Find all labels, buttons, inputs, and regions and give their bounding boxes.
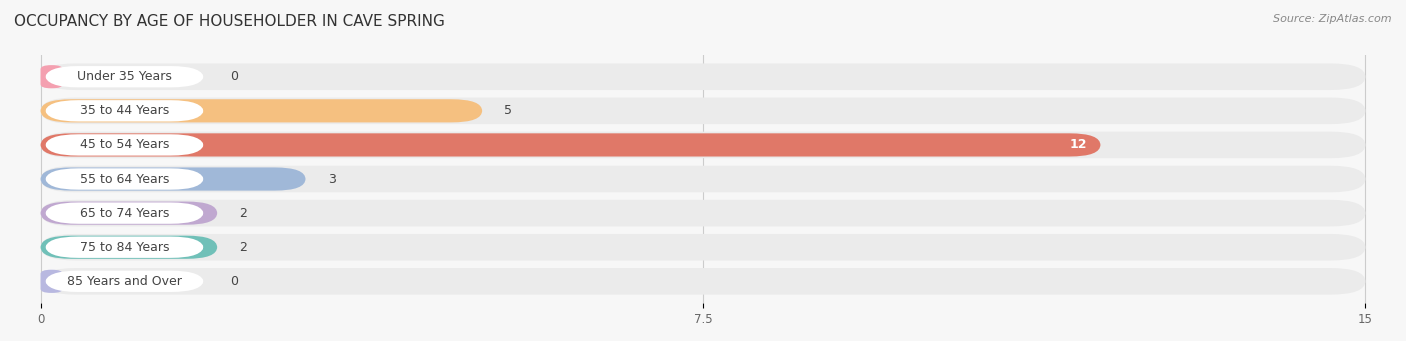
FancyBboxPatch shape — [41, 167, 305, 191]
FancyBboxPatch shape — [45, 66, 204, 87]
FancyBboxPatch shape — [41, 132, 1365, 158]
Text: Source: ZipAtlas.com: Source: ZipAtlas.com — [1274, 14, 1392, 24]
Text: OCCUPANCY BY AGE OF HOUSEHOLDER IN CAVE SPRING: OCCUPANCY BY AGE OF HOUSEHOLDER IN CAVE … — [14, 14, 444, 29]
Text: 45 to 54 Years: 45 to 54 Years — [80, 138, 169, 151]
FancyBboxPatch shape — [41, 63, 1365, 90]
Text: 0: 0 — [231, 70, 239, 83]
FancyBboxPatch shape — [45, 168, 204, 190]
FancyBboxPatch shape — [41, 200, 1365, 226]
Text: 12: 12 — [1070, 138, 1087, 151]
FancyBboxPatch shape — [41, 98, 1365, 124]
Text: 75 to 84 Years: 75 to 84 Years — [80, 241, 169, 254]
Text: 2: 2 — [239, 241, 247, 254]
Text: 5: 5 — [505, 104, 512, 117]
FancyBboxPatch shape — [41, 268, 1365, 295]
Text: 65 to 74 Years: 65 to 74 Years — [80, 207, 169, 220]
FancyBboxPatch shape — [41, 270, 63, 293]
FancyBboxPatch shape — [41, 133, 1101, 157]
Text: 55 to 64 Years: 55 to 64 Years — [80, 173, 169, 186]
Text: Under 35 Years: Under 35 Years — [77, 70, 172, 83]
FancyBboxPatch shape — [45, 134, 204, 155]
FancyBboxPatch shape — [41, 234, 1365, 261]
Text: 0: 0 — [231, 275, 239, 288]
FancyBboxPatch shape — [41, 236, 217, 259]
FancyBboxPatch shape — [45, 203, 204, 224]
FancyBboxPatch shape — [45, 237, 204, 258]
FancyBboxPatch shape — [45, 271, 204, 292]
FancyBboxPatch shape — [41, 65, 63, 88]
Text: 2: 2 — [239, 207, 247, 220]
FancyBboxPatch shape — [41, 166, 1365, 192]
FancyBboxPatch shape — [41, 99, 482, 122]
FancyBboxPatch shape — [41, 202, 217, 225]
Text: 35 to 44 Years: 35 to 44 Years — [80, 104, 169, 117]
Text: 3: 3 — [328, 173, 336, 186]
Text: 85 Years and Over: 85 Years and Over — [67, 275, 181, 288]
FancyBboxPatch shape — [45, 100, 204, 121]
